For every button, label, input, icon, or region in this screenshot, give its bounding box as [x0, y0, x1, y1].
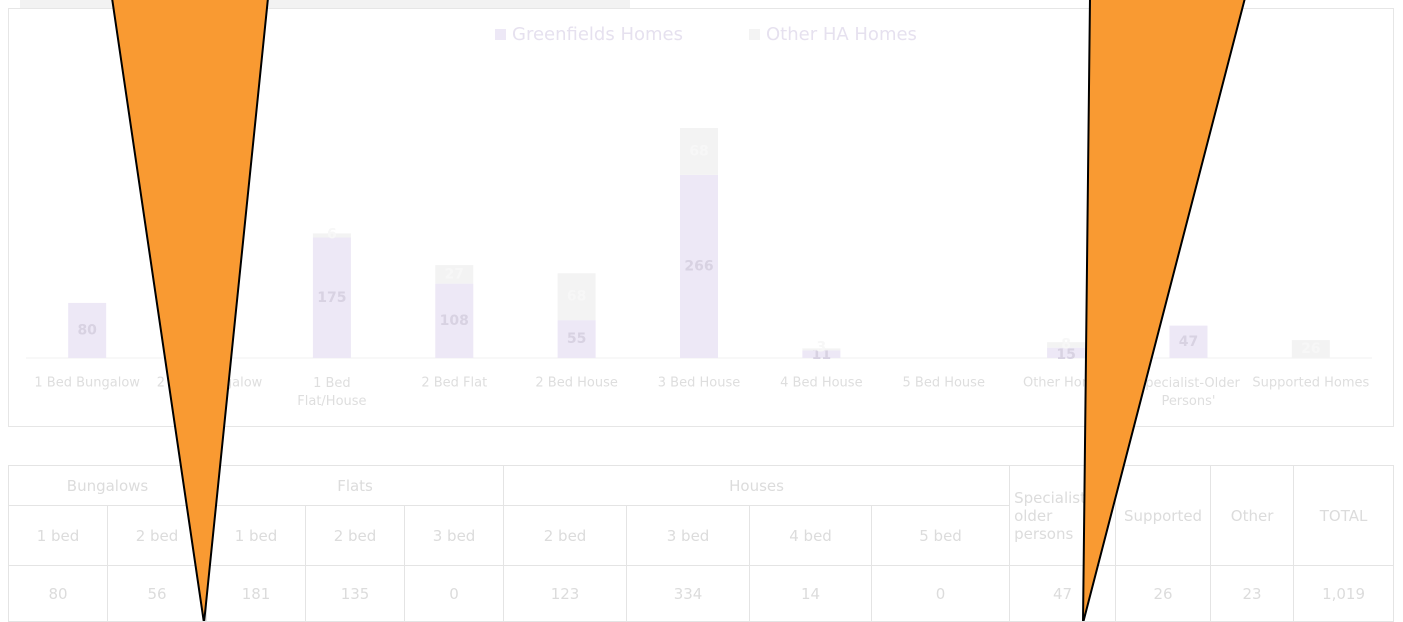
overlay	[0, 0, 1403, 621]
orange-pointer	[112, 0, 268, 621]
page: Greenfields HomesOther HA Homes1 Bed Bun…	[0, 0, 1403, 621]
orange-pointer	[1083, 0, 1245, 621]
